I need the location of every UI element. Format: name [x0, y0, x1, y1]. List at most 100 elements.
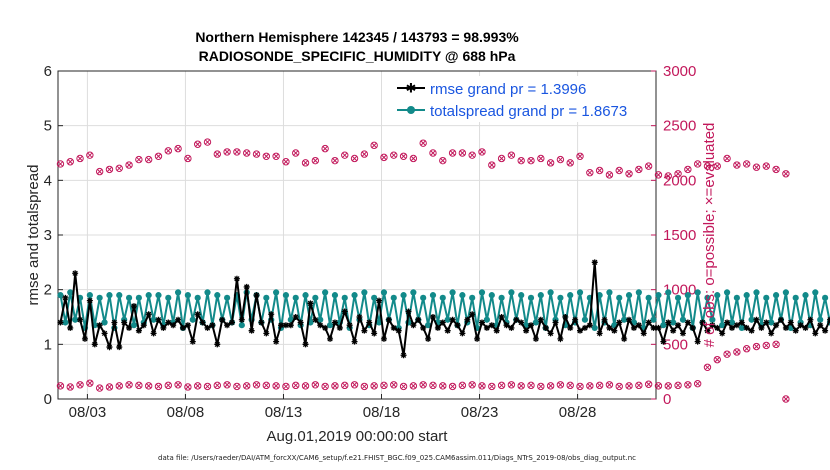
- obs-count-point: [341, 381, 349, 390]
- obs-count-point: [262, 381, 271, 390]
- obs-possible-point: [350, 154, 359, 163]
- rmse-point: [292, 314, 299, 320]
- obs-count-x: [577, 383, 583, 390]
- spread-point: [317, 316, 324, 323]
- rmse-point: [81, 335, 88, 342]
- obs-evaluated-overlay: [469, 152, 476, 159]
- obs-count-point: [762, 341, 770, 350]
- rmse-point: [371, 330, 378, 337]
- spread-point: [768, 319, 775, 326]
- spread-point: [292, 294, 299, 301]
- obs-count-point: [252, 381, 261, 389]
- rmse-point: [528, 322, 535, 329]
- obs-possible-point: [576, 152, 584, 160]
- obs-possible-point: [193, 140, 202, 148]
- obs-evaluated-overlay: [488, 162, 495, 168]
- legend-rmse-label: rmse grand pr = 1.3996: [430, 81, 586, 98]
- obs-evaluated-overlay: [234, 149, 240, 155]
- rmse-point: [410, 322, 417, 329]
- obs-count-point: [350, 381, 359, 389]
- obs-possible-point: [635, 165, 643, 174]
- spread-point: [224, 294, 231, 301]
- obs-count-x: [302, 383, 309, 389]
- rmse-point: [753, 316, 760, 323]
- obs-possible-point: [595, 166, 604, 175]
- rmse-point: [532, 335, 539, 342]
- obs-evaluated-overlay: [763, 163, 770, 169]
- spread-point: [459, 292, 466, 299]
- spread-point: [743, 292, 750, 299]
- rmse-point: [336, 324, 343, 331]
- obs-possible-point: [95, 167, 104, 176]
- rmse-point: [346, 322, 353, 329]
- obs-evaluated-overlay: [743, 161, 750, 167]
- rmse-point: [552, 319, 559, 326]
- obs-count-point: [223, 381, 231, 389]
- obs-count-x: [87, 380, 93, 387]
- rmse-point: [395, 327, 402, 334]
- obs-count-point: [105, 383, 114, 391]
- obs-count-x: [724, 351, 730, 358]
- obs-possible-point: [752, 163, 761, 171]
- rmse-point: [361, 327, 368, 334]
- rmse-point: [670, 327, 677, 334]
- obs-count-point: [527, 381, 535, 390]
- obs-count-point: [272, 382, 280, 390]
- rmse-point: [444, 327, 451, 334]
- rmse-point: [400, 352, 407, 359]
- obs-count-x: [783, 396, 789, 402]
- obs-evaluated-overlay: [87, 152, 93, 159]
- obs-count-x: [165, 382, 172, 389]
- spread-point: [57, 292, 64, 299]
- obs-count-x: [694, 380, 701, 387]
- rmse-point: [621, 335, 628, 342]
- rmse-point: [170, 322, 177, 329]
- rmse-point: [415, 316, 422, 323]
- obs-evaluated-overlay: [616, 167, 623, 174]
- rmse-point: [287, 322, 294, 329]
- spread-point: [444, 316, 451, 323]
- obs-count-point: [674, 381, 682, 390]
- rmse-point: [67, 324, 74, 331]
- rmse-point: [282, 322, 289, 329]
- obs-possible-point: [478, 148, 486, 156]
- spread-point: [145, 292, 152, 299]
- obs-evaluated-overlay: [430, 150, 436, 156]
- rmse-point: [434, 324, 441, 331]
- rmse-point: [145, 311, 152, 318]
- obs-count-x: [273, 383, 279, 389]
- rmse-point: [557, 335, 564, 342]
- rmse-point: [209, 322, 216, 329]
- obs-count-x: [586, 383, 593, 389]
- spread-line: [59, 292, 830, 329]
- y2-axis-label: # of obs: o=possible; ×=evaluated: [701, 123, 718, 348]
- rmse-point: [743, 324, 750, 331]
- spread-point: [591, 324, 598, 332]
- spread-point: [125, 294, 133, 301]
- spread-point: [72, 316, 79, 323]
- obs-evaluated-overlay: [439, 157, 446, 164]
- obs-evaluated-overlay: [292, 150, 299, 156]
- obs-count-x: [763, 342, 770, 349]
- obs-evaluated-overlay: [185, 155, 191, 162]
- obs-count-x: [351, 381, 358, 388]
- obs-possible-point: [390, 151, 398, 159]
- spread-point: [204, 289, 211, 296]
- x-tick-label: 08/23: [461, 404, 499, 421]
- rmse-point: [459, 330, 466, 337]
- rmse-point: [263, 330, 270, 337]
- rmse-point: [763, 319, 770, 326]
- rmse-point: [331, 319, 338, 326]
- obs-count-x: [557, 381, 564, 388]
- obs-count-point: [321, 382, 329, 391]
- spread-point: [567, 292, 574, 299]
- rmse-point: [273, 338, 280, 345]
- obs-possible-point: [644, 162, 653, 170]
- obs-evaluated-overlay: [341, 152, 348, 159]
- spread-point: [650, 316, 657, 323]
- rmse-point: [106, 344, 113, 351]
- rmse-point: [616, 319, 623, 326]
- spread-point: [214, 292, 221, 299]
- spread-point: [371, 294, 378, 301]
- rmse-point: [278, 322, 285, 329]
